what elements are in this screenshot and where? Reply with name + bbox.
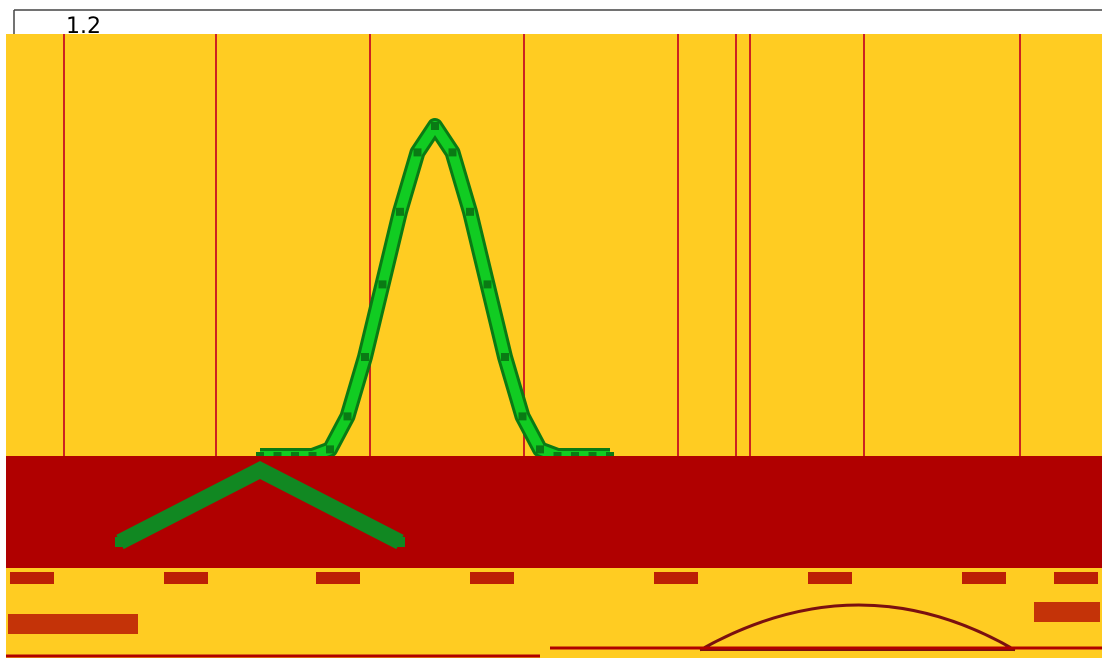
- series-point-8: [378, 280, 387, 289]
- band-series-point-2: [185, 501, 195, 511]
- x-tick-mark-1: [10, 572, 54, 584]
- top-strip: [0, 0, 1102, 34]
- series-point-9: [396, 207, 404, 216]
- lower-tick-marks: [8, 572, 1100, 634]
- x-tick-mark-4: [470, 572, 514, 584]
- series-point-17: [536, 445, 544, 454]
- right-label-block: [1034, 602, 1100, 622]
- series-point-14: [483, 280, 492, 289]
- series-curve: [256, 118, 614, 464]
- x-tick-mark-6: [808, 572, 852, 584]
- series-point-11: [431, 122, 439, 130]
- series-point-13: [466, 207, 474, 216]
- x-axis-unit-block: [8, 614, 138, 634]
- series-point-6: [343, 412, 352, 421]
- series-point-16: [518, 412, 527, 421]
- band-series-point-3: [255, 465, 265, 475]
- x-tick-mark-7: [962, 572, 1006, 584]
- company-seal: [699, 603, 1016, 652]
- band-series-point-4: [325, 501, 335, 511]
- x-tick-mark-5: [654, 572, 698, 584]
- band-series-point-5: [395, 537, 405, 547]
- x-tick-mark-8: [1054, 572, 1098, 584]
- series-point-7: [361, 353, 369, 361]
- series-point-12: [448, 148, 457, 157]
- grid-lines: [63, 34, 1021, 456]
- x-tick-mark-2: [164, 572, 208, 584]
- seal-arc: [699, 603, 1016, 652]
- series-point-10: [413, 148, 422, 157]
- band-series-curve: [115, 461, 405, 550]
- series-point-15: [501, 353, 509, 361]
- series-point-5: [326, 445, 334, 454]
- band-series-point-1: [115, 537, 125, 547]
- x-tick-mark-3: [316, 572, 360, 584]
